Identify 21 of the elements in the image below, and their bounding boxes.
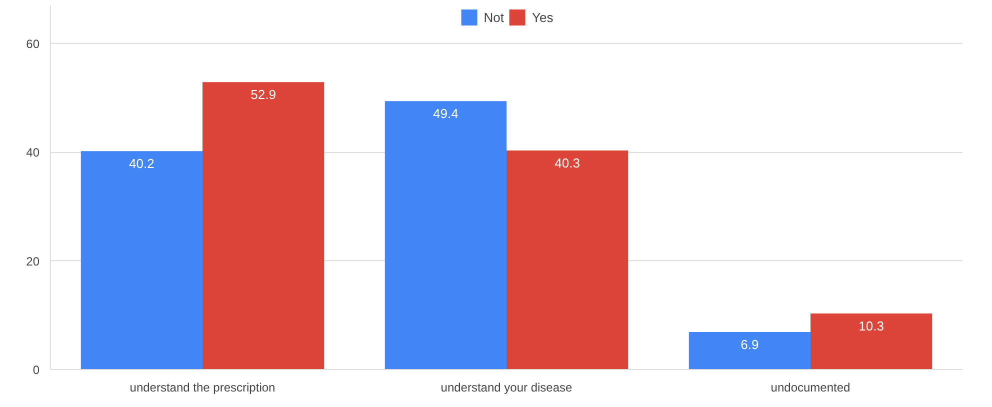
y-tick-label: 40 xyxy=(26,146,40,160)
bar xyxy=(506,150,628,370)
legend-label: Not xyxy=(484,10,504,24)
y-tick-label: 20 xyxy=(26,254,40,268)
bar xyxy=(810,314,932,370)
x-tick-label: undocumented xyxy=(770,380,850,394)
y-tick-label: 60 xyxy=(26,37,40,52)
data-label: 40.3 xyxy=(554,156,580,171)
data-label: 6.9 xyxy=(740,337,759,352)
bar xyxy=(384,101,506,370)
y-tick-label: 0 xyxy=(32,363,40,377)
bar xyxy=(688,332,810,370)
bar xyxy=(80,151,202,370)
legend-label: Yes xyxy=(532,10,554,24)
x-tick-label: understand your disease xyxy=(440,380,573,394)
data-label: 10.3 xyxy=(858,318,884,334)
data-label: 49.4 xyxy=(433,106,458,122)
data-label: 40.2 xyxy=(129,156,154,172)
x-tick-label: understand the prescription xyxy=(130,380,276,394)
bar xyxy=(202,82,324,370)
data-label: 52.9 xyxy=(250,87,276,102)
